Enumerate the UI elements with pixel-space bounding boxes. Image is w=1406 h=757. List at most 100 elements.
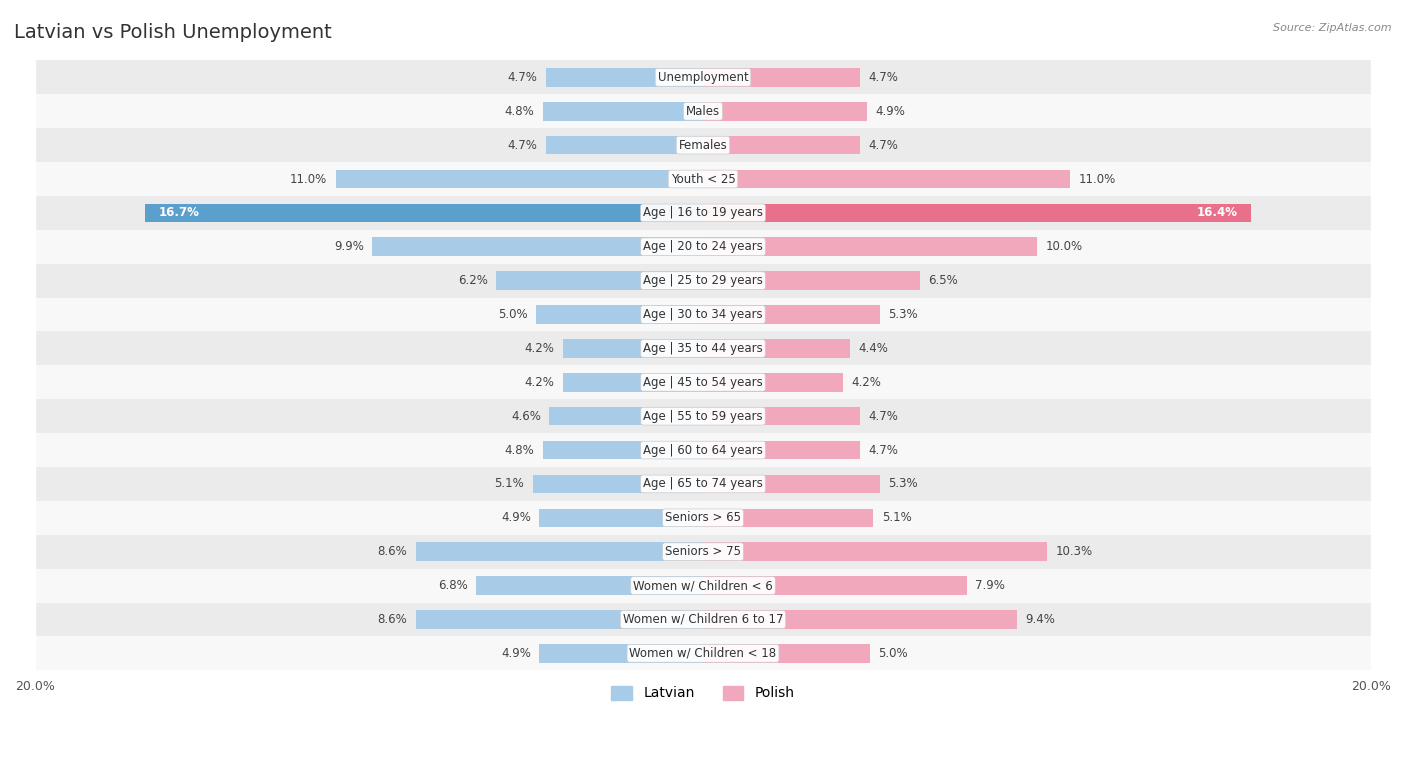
Bar: [35, 433, 1371, 467]
Bar: [562, 339, 703, 358]
Bar: [703, 102, 866, 120]
Text: 6.2%: 6.2%: [458, 274, 488, 287]
Text: 4.2%: 4.2%: [852, 375, 882, 389]
Bar: [703, 644, 870, 662]
Bar: [35, 501, 1371, 534]
Bar: [35, 603, 1371, 637]
Text: Women w/ Children 6 to 17: Women w/ Children 6 to 17: [623, 613, 783, 626]
Text: 9.4%: 9.4%: [1025, 613, 1056, 626]
Text: Women w/ Children < 18: Women w/ Children < 18: [630, 646, 776, 660]
Text: 4.8%: 4.8%: [505, 444, 534, 456]
Text: Age | 16 to 19 years: Age | 16 to 19 years: [643, 207, 763, 220]
Text: 4.7%: 4.7%: [869, 410, 898, 422]
Text: 5.1%: 5.1%: [495, 478, 524, 491]
Bar: [496, 271, 703, 290]
Text: Age | 20 to 24 years: Age | 20 to 24 years: [643, 240, 763, 254]
Bar: [35, 467, 1371, 501]
Text: Males: Males: [686, 104, 720, 118]
Text: 5.0%: 5.0%: [498, 308, 527, 321]
Text: Age | 60 to 64 years: Age | 60 to 64 years: [643, 444, 763, 456]
Bar: [546, 136, 703, 154]
Text: Women w/ Children < 6: Women w/ Children < 6: [633, 579, 773, 592]
Text: Females: Females: [679, 139, 727, 151]
Bar: [35, 637, 1371, 670]
Bar: [35, 162, 1371, 196]
Text: 4.2%: 4.2%: [524, 342, 554, 355]
Bar: [35, 332, 1371, 366]
Bar: [35, 534, 1371, 569]
Text: 10.0%: 10.0%: [1046, 240, 1083, 254]
Bar: [475, 576, 703, 595]
Text: 4.4%: 4.4%: [858, 342, 889, 355]
Bar: [703, 271, 920, 290]
Bar: [416, 610, 703, 629]
Text: 6.5%: 6.5%: [928, 274, 959, 287]
Text: 4.7%: 4.7%: [508, 71, 537, 84]
Text: Seniors > 65: Seniors > 65: [665, 511, 741, 525]
Text: Seniors > 75: Seniors > 75: [665, 545, 741, 558]
Text: 4.9%: 4.9%: [501, 511, 531, 525]
Text: 5.1%: 5.1%: [882, 511, 911, 525]
Text: Age | 30 to 34 years: Age | 30 to 34 years: [643, 308, 763, 321]
Bar: [703, 576, 967, 595]
Text: Age | 25 to 29 years: Age | 25 to 29 years: [643, 274, 763, 287]
Bar: [416, 542, 703, 561]
Bar: [703, 68, 860, 87]
Text: 4.2%: 4.2%: [524, 375, 554, 389]
Bar: [373, 238, 703, 256]
Bar: [550, 407, 703, 425]
Text: 8.6%: 8.6%: [378, 545, 408, 558]
Bar: [35, 95, 1371, 128]
Bar: [703, 339, 851, 358]
Legend: Latvian, Polish: Latvian, Polish: [606, 680, 800, 706]
Text: Age | 55 to 59 years: Age | 55 to 59 years: [643, 410, 763, 422]
Bar: [533, 475, 703, 494]
Bar: [703, 373, 844, 391]
Bar: [35, 366, 1371, 399]
Text: Youth < 25: Youth < 25: [671, 173, 735, 185]
Text: Age | 45 to 54 years: Age | 45 to 54 years: [643, 375, 763, 389]
Bar: [35, 298, 1371, 332]
Text: 16.4%: 16.4%: [1197, 207, 1237, 220]
Text: Unemployment: Unemployment: [658, 71, 748, 84]
Bar: [703, 610, 1017, 629]
Bar: [35, 61, 1371, 95]
Text: 4.9%: 4.9%: [501, 646, 531, 660]
Bar: [703, 509, 873, 527]
Text: 4.8%: 4.8%: [505, 104, 534, 118]
Text: 6.8%: 6.8%: [437, 579, 468, 592]
Text: Source: ZipAtlas.com: Source: ZipAtlas.com: [1274, 23, 1392, 33]
Text: 8.6%: 8.6%: [378, 613, 408, 626]
Bar: [703, 475, 880, 494]
Text: Age | 35 to 44 years: Age | 35 to 44 years: [643, 342, 763, 355]
Bar: [546, 68, 703, 87]
Bar: [145, 204, 703, 223]
Bar: [703, 441, 860, 459]
Bar: [562, 373, 703, 391]
Text: 4.7%: 4.7%: [869, 139, 898, 151]
Bar: [703, 170, 1070, 188]
Text: 4.7%: 4.7%: [508, 139, 537, 151]
Bar: [35, 128, 1371, 162]
Bar: [536, 305, 703, 324]
Bar: [703, 305, 880, 324]
Text: Age | 65 to 74 years: Age | 65 to 74 years: [643, 478, 763, 491]
Text: 16.7%: 16.7%: [159, 207, 200, 220]
Bar: [35, 263, 1371, 298]
Bar: [703, 238, 1038, 256]
Bar: [35, 569, 1371, 603]
Bar: [35, 196, 1371, 230]
Bar: [703, 136, 860, 154]
Text: 4.7%: 4.7%: [869, 71, 898, 84]
Bar: [703, 204, 1251, 223]
Bar: [540, 509, 703, 527]
Text: 7.9%: 7.9%: [976, 579, 1005, 592]
Bar: [35, 399, 1371, 433]
Bar: [543, 102, 703, 120]
Bar: [336, 170, 703, 188]
Bar: [35, 230, 1371, 263]
Text: 4.6%: 4.6%: [512, 410, 541, 422]
Text: Latvian vs Polish Unemployment: Latvian vs Polish Unemployment: [14, 23, 332, 42]
Text: 9.9%: 9.9%: [335, 240, 364, 254]
Bar: [543, 441, 703, 459]
